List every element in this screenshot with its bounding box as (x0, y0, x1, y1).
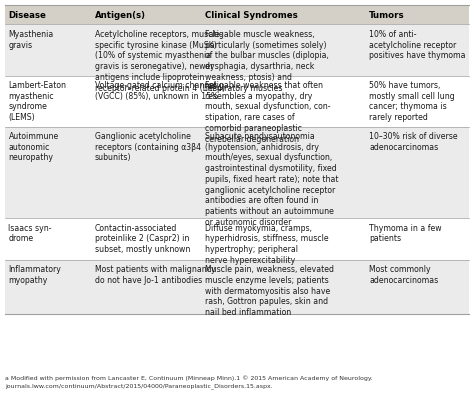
Text: Inflammatory
myopathy: Inflammatory myopathy (9, 265, 61, 284)
Bar (5, 219, 469, 260)
Text: Voltage-gated calcium channel
(VGCC) (85%), unknown in 15%: Voltage-gated calcium channel (VGCC) (85… (95, 81, 218, 100)
Text: Most commonly
adenocarcinomas: Most commonly adenocarcinomas (369, 265, 438, 284)
Text: Subacute pandysautonomia
(hypotension, anhidrosis, dry
mouth/eyes, sexual dysfun: Subacute pandysautonomia (hypotension, a… (205, 132, 338, 227)
Text: Most patients with malignancy
do not have Jo-1 antibodies: Most patients with malignancy do not hav… (95, 265, 216, 284)
Text: Disease: Disease (9, 11, 46, 20)
Text: 10–30% risk of diverse
adenocarcinomas: 10–30% risk of diverse adenocarcinomas (369, 132, 458, 151)
Text: 50% have tumors,
mostly small cell lung
cancer; thymoma is
rarely reported: 50% have tumors, mostly small cell lung … (369, 81, 455, 122)
Bar (5, 25, 469, 76)
Text: Diffuse myokymia, cramps,
hyperhidrosis, stiffness, muscle
hypertrophy; peripher: Diffuse myokymia, cramps, hyperhidrosis,… (205, 223, 328, 264)
Text: Isaacs syn-
drome: Isaacs syn- drome (9, 223, 52, 243)
Text: Tumors: Tumors (369, 11, 405, 20)
Bar (5, 260, 469, 315)
Text: Clinical Syndromes: Clinical Syndromes (205, 11, 297, 20)
Text: Muscle pain, weakness, elevated
muscle enzyme levels; patients
with dermatomyosi: Muscle pain, weakness, elevated muscle e… (205, 265, 334, 316)
Text: Autoimmune
autonomic
neuropathy: Autoimmune autonomic neuropathy (9, 132, 59, 162)
Bar (5, 6, 469, 25)
Text: Contactin-associated
proteinlike 2 (Caspr2) in
subset, mostly unknown: Contactin-associated proteinlike 2 (Casp… (95, 223, 190, 253)
Text: Acetylcholine receptors, muscle-
specific tyrosine kinase (MuSK)
(10% of systemi: Acetylcholine receptors, muscle- specifi… (95, 30, 225, 92)
Text: 10% of anti-
acetylcholine receptor
positives have thymoma: 10% of anti- acetylcholine receptor posi… (369, 30, 466, 60)
Text: Myasthenia
gravis: Myasthenia gravis (9, 30, 54, 50)
Text: Fatigable muscle weakness,
particularly (sometimes solely)
of the bulbar muscles: Fatigable muscle weakness, particularly … (205, 30, 328, 92)
Text: a Modified with permission from Lancaster E, Continuum (Minneap Minn).1 © 2015 A: a Modified with permission from Lancaste… (5, 375, 373, 388)
Text: Ganglionic acetylcholine
receptors (containing α3β4
subunits): Ganglionic acetylcholine receptors (cont… (95, 132, 201, 162)
Text: Lambert-Eaton
myasthenic
syndrome
(LEMS): Lambert-Eaton myasthenic syndrome (LEMS) (9, 81, 66, 122)
Text: Thymoma in a few
patients: Thymoma in a few patients (369, 223, 442, 243)
Bar (5, 76, 469, 127)
Bar (5, 127, 469, 219)
Text: Antigen(s): Antigen(s) (95, 11, 146, 20)
Text: Fatigable weakness that often
resembles a myopathy, dry
mouth, sexual dysfunctio: Fatigable weakness that often resembles … (205, 81, 330, 143)
